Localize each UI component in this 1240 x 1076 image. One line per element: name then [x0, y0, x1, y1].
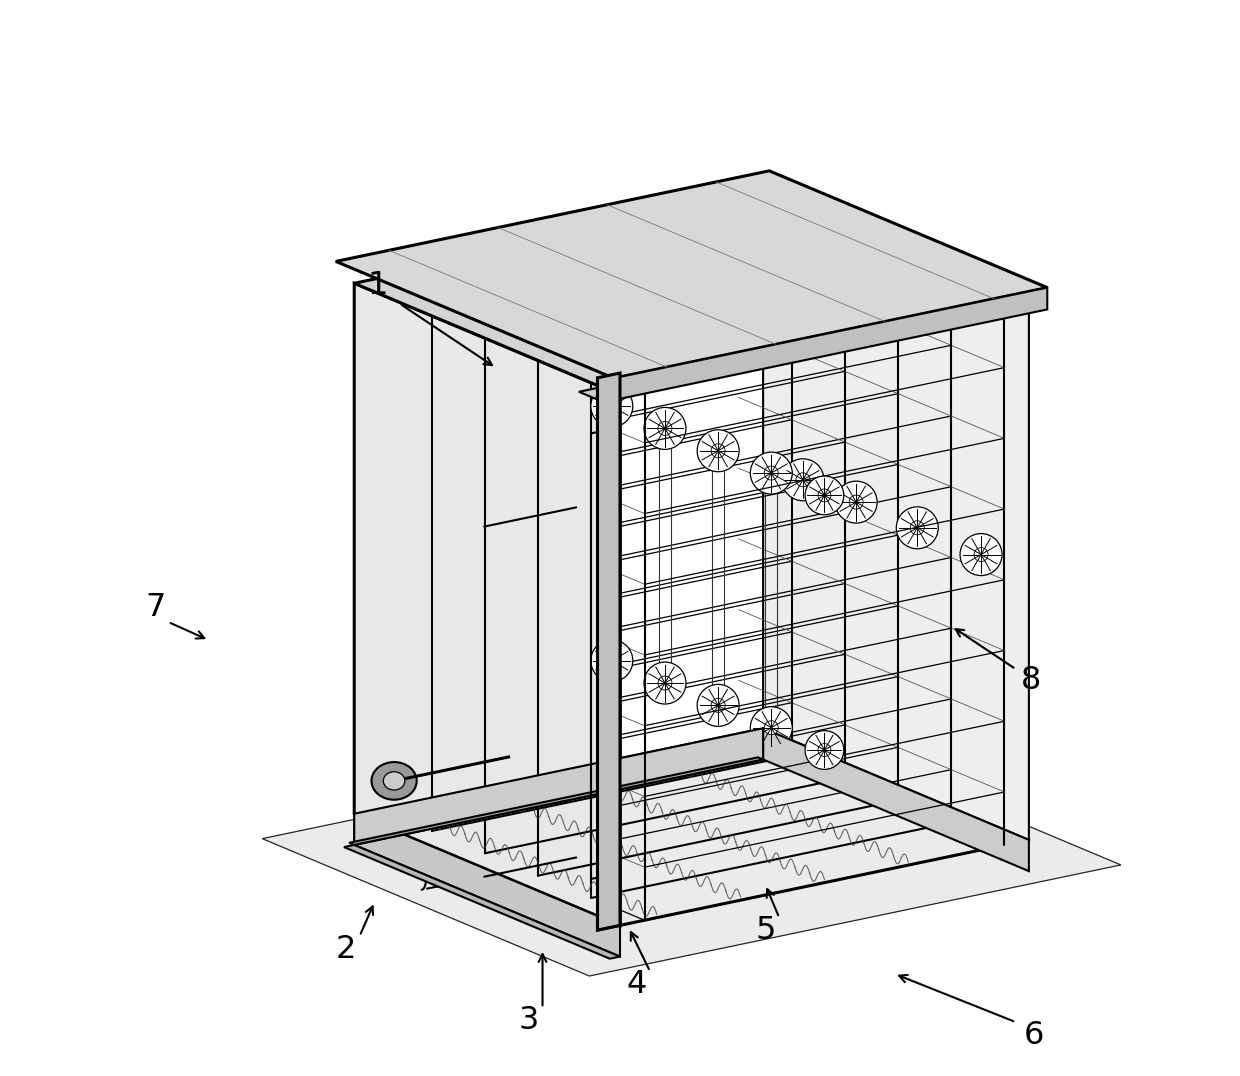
Ellipse shape — [836, 481, 877, 523]
Polygon shape — [355, 198, 1029, 395]
Polygon shape — [355, 283, 620, 925]
Polygon shape — [598, 395, 620, 930]
Polygon shape — [763, 198, 1029, 840]
Ellipse shape — [658, 422, 672, 436]
Ellipse shape — [372, 762, 417, 799]
Ellipse shape — [750, 452, 792, 494]
Ellipse shape — [796, 472, 810, 486]
Ellipse shape — [849, 495, 863, 509]
Ellipse shape — [383, 771, 404, 790]
Polygon shape — [598, 373, 620, 930]
Ellipse shape — [590, 640, 632, 682]
Text: 4: 4 — [626, 969, 646, 1000]
Text: 2: 2 — [335, 934, 356, 964]
Ellipse shape — [644, 662, 686, 704]
Ellipse shape — [910, 521, 924, 535]
Ellipse shape — [658, 676, 672, 690]
Text: 5: 5 — [755, 916, 775, 946]
Text: 7: 7 — [145, 593, 165, 623]
Ellipse shape — [960, 534, 1002, 576]
Ellipse shape — [764, 466, 779, 480]
Polygon shape — [579, 387, 620, 399]
Ellipse shape — [818, 744, 831, 756]
Polygon shape — [336, 171, 1048, 378]
Polygon shape — [350, 758, 763, 845]
Ellipse shape — [590, 385, 632, 427]
Ellipse shape — [605, 399, 619, 413]
Polygon shape — [355, 728, 763, 845]
Polygon shape — [343, 845, 620, 959]
Text: 6: 6 — [1024, 1020, 1044, 1050]
Ellipse shape — [711, 698, 725, 712]
Ellipse shape — [711, 443, 725, 457]
Ellipse shape — [605, 654, 619, 668]
Ellipse shape — [644, 408, 686, 450]
Ellipse shape — [782, 458, 823, 500]
Text: 1: 1 — [367, 270, 388, 300]
Polygon shape — [262, 727, 1121, 976]
Ellipse shape — [975, 548, 988, 562]
Polygon shape — [614, 287, 1048, 400]
Text: 8: 8 — [1021, 665, 1042, 695]
Ellipse shape — [764, 721, 779, 735]
Ellipse shape — [697, 684, 739, 726]
Ellipse shape — [805, 476, 843, 514]
Polygon shape — [763, 728, 1029, 872]
Ellipse shape — [818, 489, 831, 501]
Ellipse shape — [750, 707, 792, 749]
Ellipse shape — [897, 507, 939, 549]
Text: 3: 3 — [518, 1005, 538, 1035]
Ellipse shape — [697, 429, 739, 471]
Polygon shape — [355, 813, 620, 957]
Polygon shape — [620, 287, 1029, 395]
Ellipse shape — [805, 731, 843, 769]
